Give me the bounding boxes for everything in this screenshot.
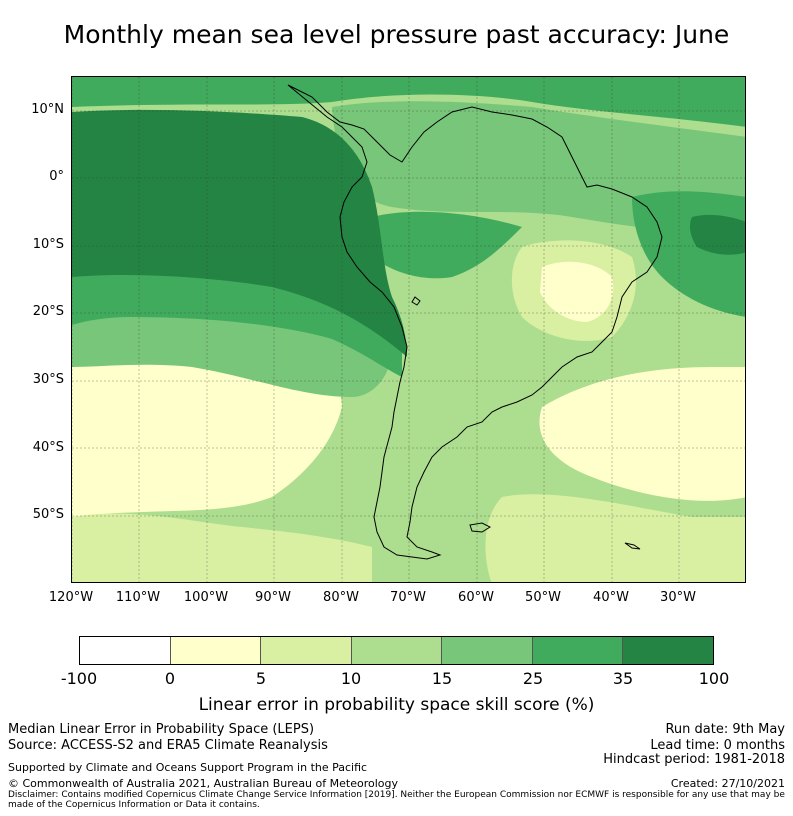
lon-label: 30°W: [660, 590, 696, 605]
colorbar-tick: 35: [612, 669, 634, 688]
colorbar-segment: [261, 637, 352, 664]
colorbar-segment: [80, 637, 171, 664]
lon-label: 70°W: [390, 590, 426, 605]
colorbar-tick: 5: [255, 669, 267, 688]
skill-region-35-100-east-pacific: [72, 109, 407, 358]
footer-source: Source: ACCESS-S2 and ERA5 Climate Reana…: [8, 738, 328, 753]
lon-label: 120°W: [48, 590, 94, 605]
colorbar-tick: 25: [522, 669, 544, 688]
skill-region-low-se: [539, 367, 745, 501]
lat-label: 50°S: [32, 507, 64, 522]
lon-label: 100°W: [183, 590, 229, 605]
colorbar-tick: 10: [340, 669, 362, 688]
skill-region-35-100-atlantic: [689, 214, 745, 255]
colorbar-segment: [442, 637, 533, 664]
south-america-coastline: [287, 84, 663, 560]
lat-label: 40°S: [32, 440, 64, 455]
skill-region-25-35-center: [372, 211, 522, 279]
skill-region-25-35-north: [72, 77, 745, 127]
lat-label: 30°S: [32, 372, 64, 387]
lon-label: 40°W: [593, 590, 629, 605]
skill-map: [72, 77, 745, 582]
graticule: [72, 77, 745, 582]
lon-label: 90°W: [255, 590, 291, 605]
colorbar: [79, 636, 714, 665]
colorbar-tick: 15: [431, 669, 453, 688]
falkland-islands: [469, 522, 492, 533]
lon-label: 80°W: [323, 590, 359, 605]
colorbar-segment: [351, 637, 443, 664]
lon-label: 50°W: [525, 590, 561, 605]
lon-label: 60°W: [458, 590, 494, 605]
colorbar-tick: -100: [60, 669, 98, 688]
footer-copyright: © Commonwealth of Australia 2021, Austra…: [8, 777, 398, 790]
map-panel: [71, 76, 746, 583]
lake-titicaca: [411, 296, 421, 306]
lon-label: 110°W: [115, 590, 161, 605]
footer-disclaimer: Disclaimer: Contains modified Copernicus…: [8, 790, 785, 810]
lat-label: 10°S: [32, 237, 64, 252]
colorbar-segment: [170, 637, 262, 664]
colorbar-tick: 100: [698, 669, 730, 688]
footer-lead-time: Lead time: 0 months: [650, 738, 785, 753]
colorbar-tick: 0: [164, 669, 176, 688]
footer-supported: Supported by Climate and Oceans Support …: [8, 761, 368, 774]
colorbar-segment: [623, 637, 714, 664]
lat-label: 10°N: [31, 102, 64, 117]
colorbar-segment: [532, 637, 624, 664]
south-georgia: [624, 542, 641, 550]
lat-label: 20°S: [32, 304, 64, 319]
lat-label: 0°: [49, 169, 64, 184]
footer-hindcast: Hindcast period: 1981-2018: [603, 752, 785, 767]
page-title: Monthly mean sea level pressure past acc…: [63, 20, 730, 49]
footer-method: Median Linear Error in Probability Space…: [8, 722, 315, 737]
skill-region-lowmid-s: [72, 513, 372, 582]
colorbar-label: Linear error in probability space skill …: [198, 695, 595, 715]
skill-region-brazil-lower: [540, 261, 614, 322]
footer-run-date: Run date: 9th May: [665, 722, 785, 737]
footer-created: Created: 27/10/2021: [670, 777, 785, 790]
